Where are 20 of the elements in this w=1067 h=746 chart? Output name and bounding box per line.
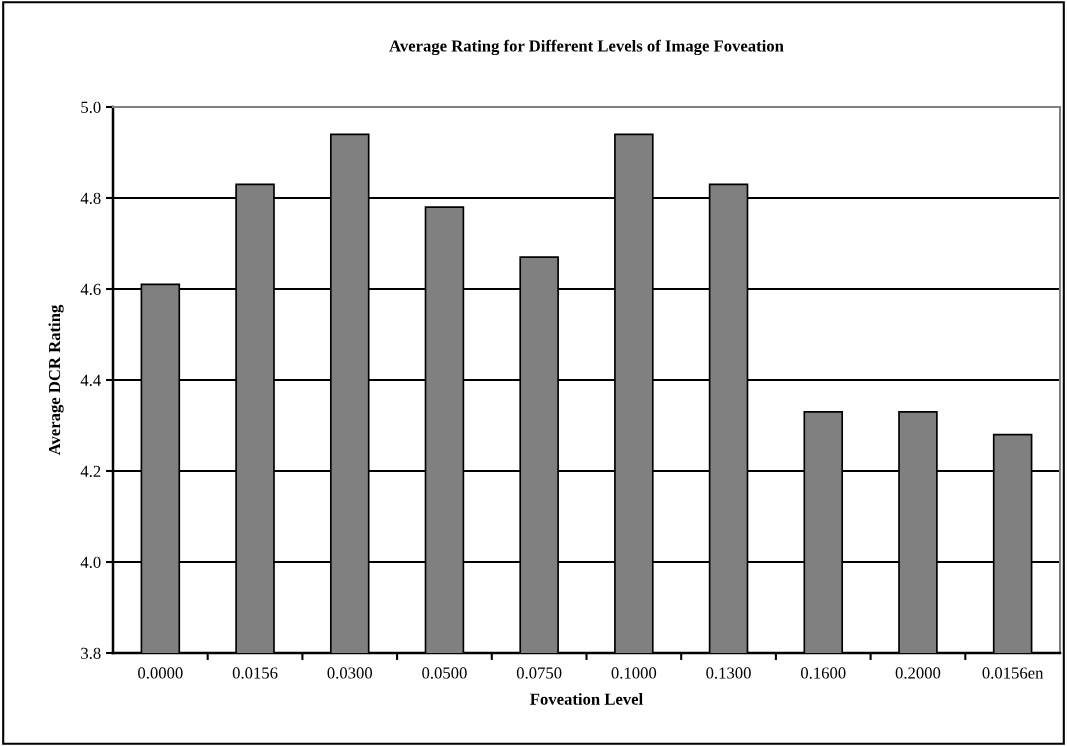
x-tick-label: 0.1000 — [611, 667, 657, 679]
x-tick-label: 0.0156 — [232, 667, 278, 679]
y-tick-label: 3.8 — [81, 647, 101, 660]
x-tick-label: 0.2000 — [895, 667, 941, 679]
y-tick-label: 4.2 — [80, 465, 101, 478]
y-tick-label: 4.8 — [80, 192, 101, 205]
y-tick-label: 4.6 — [80, 283, 101, 296]
x-tick-label: 0.0300 — [327, 667, 373, 679]
y-tick-label: 4.4 — [80, 374, 101, 387]
y-tick-label: 5.0 — [81, 101, 101, 114]
x-tick-label: 0.0750 — [516, 667, 562, 679]
x-tick-label: 0.1300 — [706, 667, 751, 679]
x-tick-label: 0.1600 — [800, 667, 846, 679]
y-tick-label: 4.0 — [80, 556, 101, 569]
chart-title: Average Rating for Different Levels of Image Foveation — [389, 39, 784, 56]
x-tick-label: 0.0000 — [138, 667, 183, 679]
x-axis-title: Foveation Level — [530, 693, 643, 705]
y-axis-title: Average DCR Rating — [48, 304, 64, 456]
x-tick-label: 0.0500 — [422, 667, 467, 679]
x-tick-label: 0.0156en — [982, 667, 1044, 679]
